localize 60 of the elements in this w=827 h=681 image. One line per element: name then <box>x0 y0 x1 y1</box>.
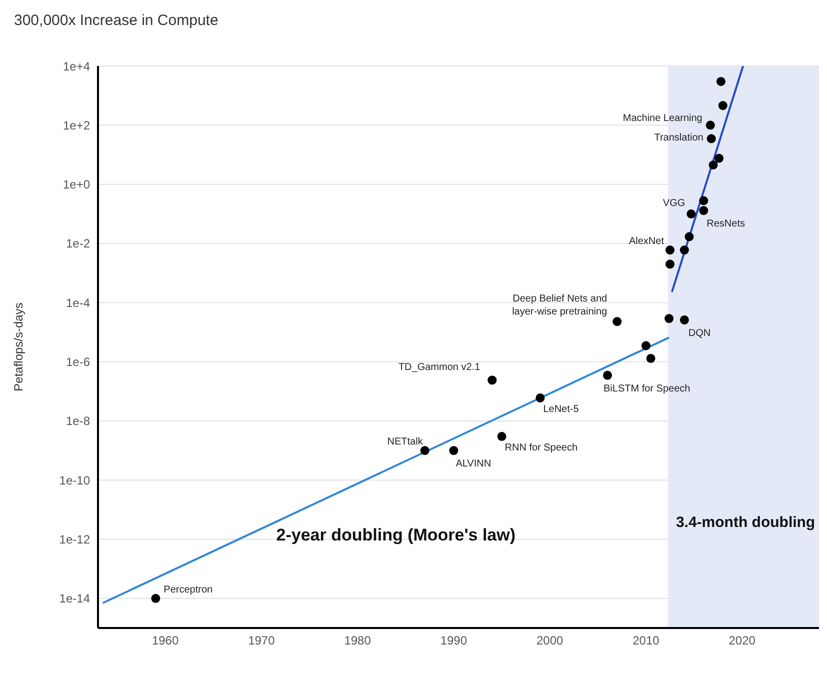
y-tick-label: 1e-8 <box>66 414 90 428</box>
annotation: Translation <box>654 132 704 144</box>
point <box>716 76 726 86</box>
x-tick-label: 1960 <box>152 634 179 648</box>
x-tick-label: 2020 <box>728 634 756 648</box>
point <box>665 260 675 269</box>
y-tick-label: 1e-14 <box>59 592 90 606</box>
x-tick-label: 2000 <box>536 634 564 648</box>
annotation: BiLSTM for Speech <box>604 383 690 394</box>
point <box>612 317 622 326</box>
point <box>151 594 160 603</box>
point <box>708 160 718 170</box>
annotation: Deep Belief Nets and layer-wise pretraining <box>512 294 608 318</box>
x-tick-label: 1990 <box>440 634 468 648</box>
y-tick-label: 1e-4 <box>66 296 90 310</box>
point <box>488 376 497 385</box>
point <box>665 246 675 255</box>
band-label: 3.4-month doubling <box>676 514 816 531</box>
annotation: VGG <box>662 198 686 209</box>
point <box>497 432 506 441</box>
x-tick-label: 2010 <box>632 634 660 648</box>
y-tick-label: 1e+0 <box>62 178 90 192</box>
point <box>706 134 716 144</box>
annotation: AlexNet <box>628 236 664 248</box>
y-axis-title: Petaflops/s-days <box>11 302 26 392</box>
annotation: ResNets <box>706 218 745 230</box>
series-label: 2-year doubling (Moore's law) <box>276 525 516 544</box>
y-tick-label: 1e-6 <box>66 355 90 370</box>
point <box>686 209 696 218</box>
point <box>699 196 708 206</box>
chart-title: 300,000x Increase in Compute <box>14 12 218 29</box>
y-tick-label: 1e-12 <box>59 532 90 547</box>
y-tick-label: 1e+2 <box>62 118 90 132</box>
point <box>706 120 715 130</box>
point <box>646 354 656 363</box>
point <box>420 446 430 456</box>
point <box>536 393 545 402</box>
point <box>684 232 694 242</box>
point <box>680 315 689 324</box>
annotation: ALVINN <box>456 458 492 470</box>
y-tick-label: 1e-2 <box>66 236 90 251</box>
annotation: Machine Learning <box>622 113 702 124</box>
y-tick-label: 1e-10 <box>59 473 90 488</box>
point <box>602 370 612 380</box>
point <box>718 101 728 110</box>
y-tick-label: 1e+4 <box>62 59 90 74</box>
x-tick-label: 1980 <box>344 634 372 648</box>
point <box>449 446 458 456</box>
annotation: LeNet-5 <box>543 404 580 415</box>
annotation: TD_Gammon v2.1 <box>398 362 481 374</box>
point <box>699 206 708 216</box>
point <box>641 341 650 350</box>
point <box>680 246 689 255</box>
annotation: NETtalk <box>387 436 424 448</box>
annotation: RNN for Speech <box>504 442 578 454</box>
point <box>714 154 724 163</box>
x-tick-label: 1970 <box>248 634 276 648</box>
point <box>664 314 674 324</box>
annotation: DQN <box>688 328 711 339</box>
annotation: Perceptron <box>164 584 213 596</box>
